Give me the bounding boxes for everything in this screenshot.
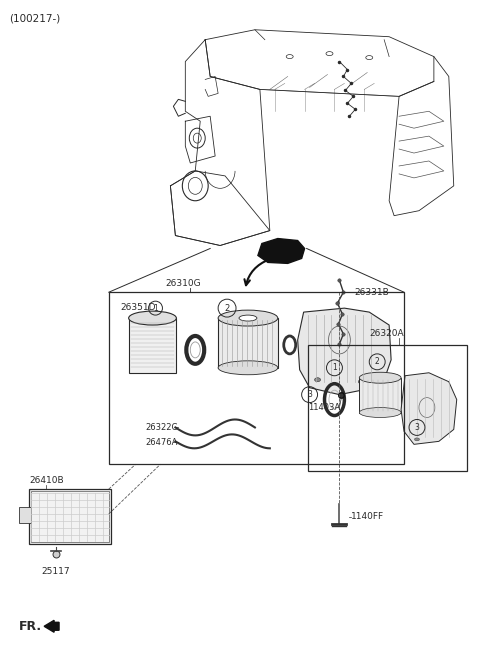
Ellipse shape	[129, 311, 176, 325]
Bar	[31, 491, 109, 542]
Bar	[218, 318, 278, 368]
Ellipse shape	[218, 310, 278, 326]
Text: 1: 1	[153, 304, 158, 312]
Bar	[360, 378, 401, 412]
Text: 26476A: 26476A	[145, 438, 178, 447]
Bar	[29, 489, 111, 544]
Text: 26322C: 26322C	[145, 423, 178, 432]
Ellipse shape	[358, 380, 364, 384]
Text: 26410B: 26410B	[29, 476, 64, 485]
Text: 1: 1	[332, 363, 337, 372]
Text: 11403A: 11403A	[308, 403, 340, 412]
Text: 26351D: 26351D	[120, 303, 156, 312]
Text: 2: 2	[225, 304, 230, 312]
Polygon shape	[258, 238, 305, 263]
Text: FR.: FR.	[19, 620, 42, 633]
Bar	[308, 345, 467, 471]
Ellipse shape	[239, 315, 257, 321]
Ellipse shape	[360, 408, 401, 418]
Text: (100217-): (100217-)	[9, 14, 60, 24]
Ellipse shape	[360, 372, 401, 383]
Text: 26310G: 26310G	[166, 279, 201, 288]
Ellipse shape	[218, 361, 278, 375]
Text: 3: 3	[307, 390, 312, 399]
Bar	[19, 507, 31, 523]
Text: 26331B: 26331B	[354, 288, 389, 297]
Ellipse shape	[314, 378, 321, 382]
FancyArrow shape	[44, 620, 59, 632]
Bar	[109, 292, 404, 464]
Polygon shape	[298, 308, 391, 395]
Bar	[129, 318, 176, 373]
Ellipse shape	[415, 438, 420, 441]
Text: 1140FF: 1140FF	[351, 512, 384, 522]
Text: 26320A: 26320A	[369, 329, 404, 338]
Text: 25117: 25117	[42, 567, 71, 576]
Text: 2: 2	[375, 357, 380, 366]
Polygon shape	[401, 373, 457, 444]
Text: 3: 3	[415, 423, 420, 432]
